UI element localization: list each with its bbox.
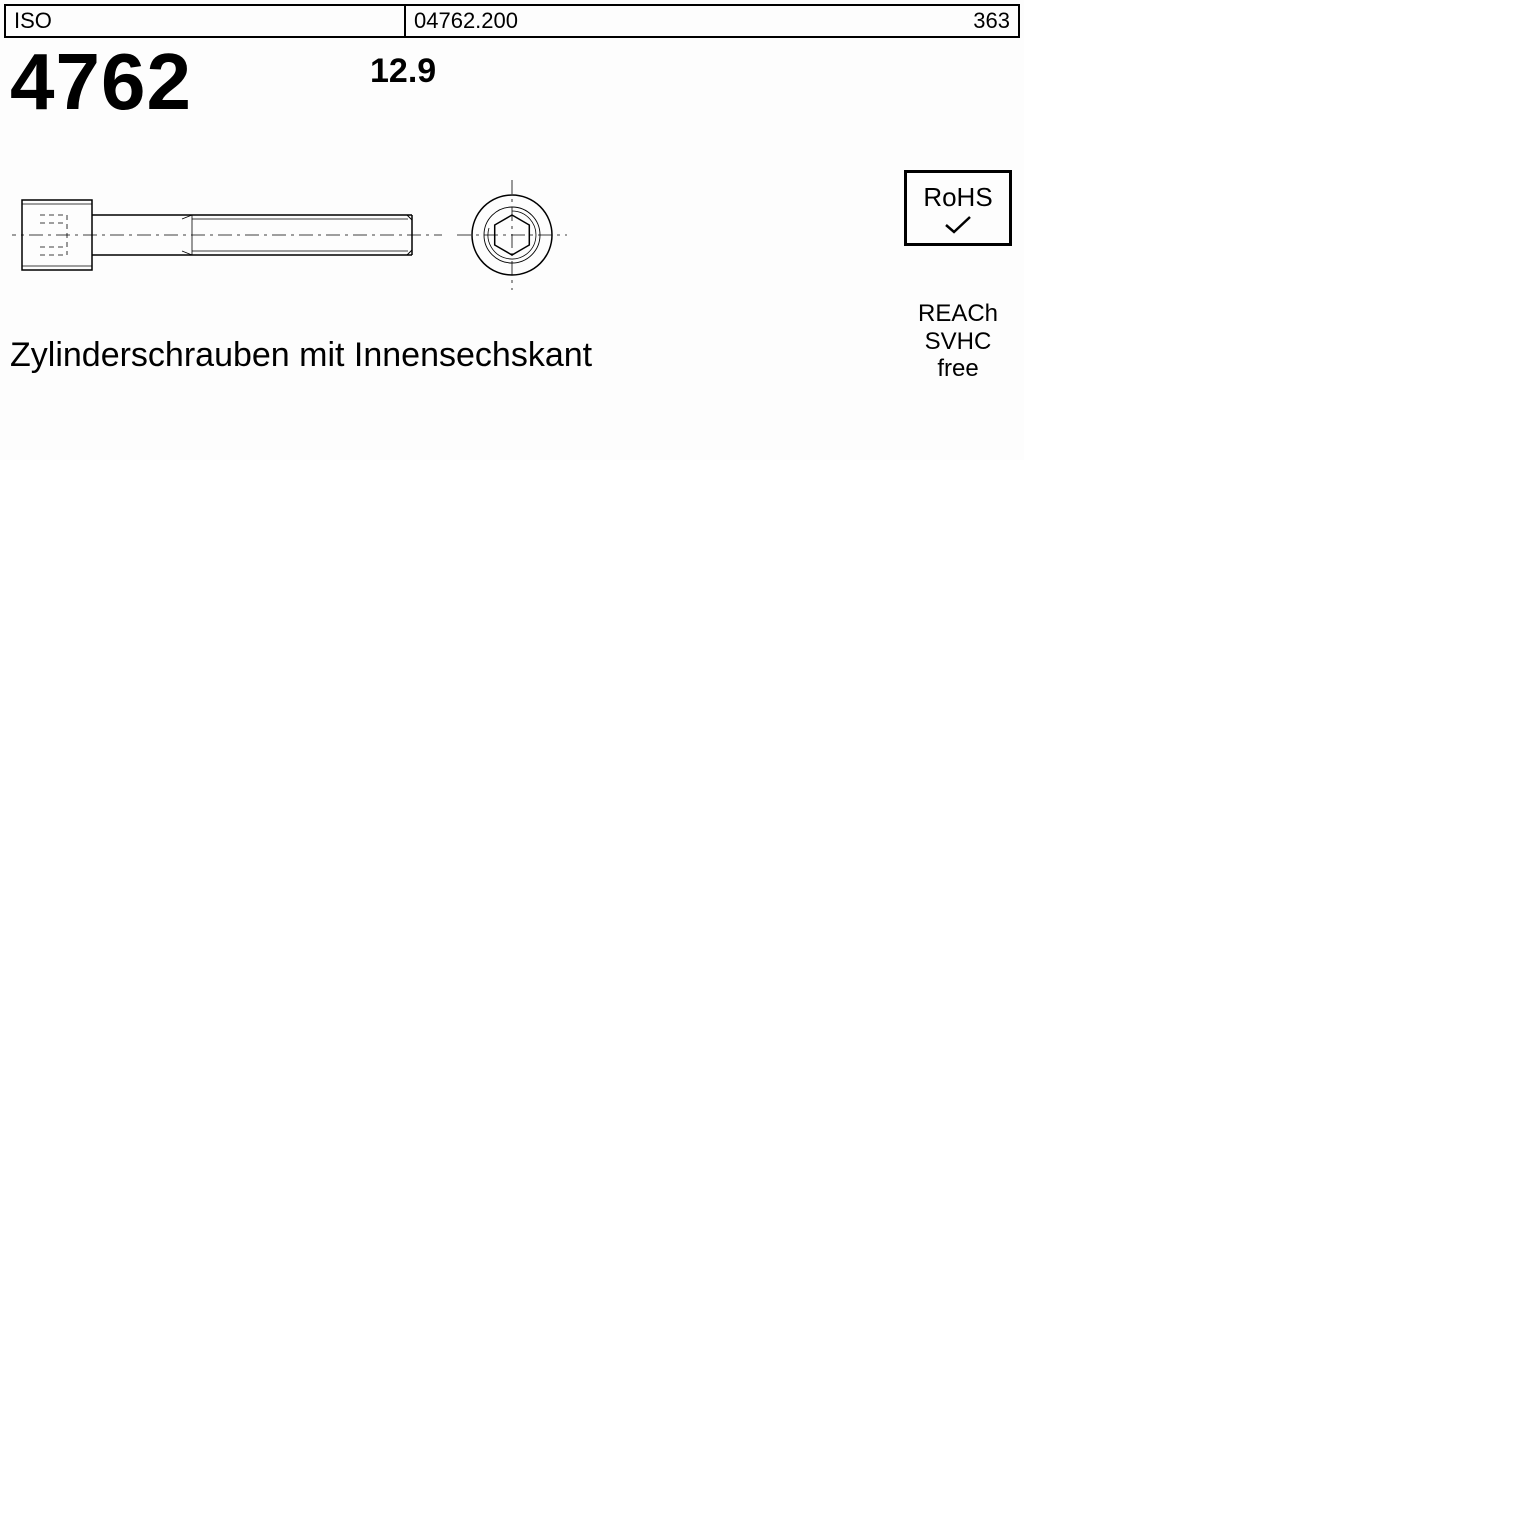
header-standard: ISO <box>6 6 406 36</box>
datasheet-panel: ISO 04762.200 363 4762 12.9 <box>0 0 1024 460</box>
reach-line3: free <box>904 355 1012 383</box>
strength-grade: 12.9 <box>370 52 436 91</box>
header-code: 04762.200 <box>406 6 938 36</box>
rohs-badge: RoHS <box>904 170 1012 246</box>
reach-line2: SVHC <box>904 328 1012 356</box>
check-icon <box>943 215 973 235</box>
reach-badge: REACh SVHC free <box>904 300 1012 383</box>
end-view <box>457 180 567 290</box>
product-title: Zylinderschrauben mit Innensechskant <box>10 336 592 375</box>
screw-drawing <box>12 170 592 300</box>
header-row: ISO 04762.200 363 <box>4 4 1020 38</box>
rohs-label: RoHS <box>923 182 992 213</box>
header-page: 363 <box>938 6 1018 36</box>
reach-line1: REACh <box>904 300 1012 328</box>
iso-number: 4762 <box>10 36 192 128</box>
